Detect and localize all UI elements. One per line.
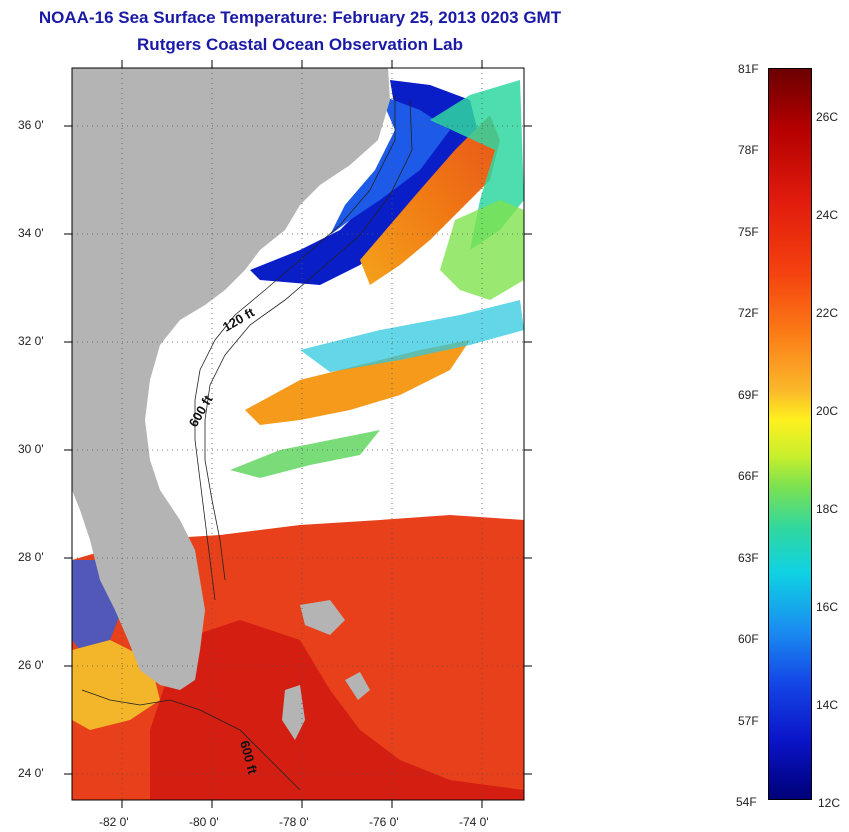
colorbar-c-label: 22C xyxy=(816,306,839,320)
lat-tick-label: 24 0' xyxy=(18,766,44,780)
colorbar-c-label: 24C xyxy=(816,208,839,222)
map-subtitle: Rutgers Coastal Ocean Observation Lab xyxy=(137,35,463,54)
warm-streak-mid xyxy=(245,340,470,425)
lat-tick-label: 34 0' xyxy=(18,226,44,240)
colorbar-c-label: 20C xyxy=(816,404,839,418)
green-patches-north xyxy=(440,200,524,300)
temperature-colorbar xyxy=(768,68,812,800)
gulf-stream-band-north xyxy=(360,115,500,285)
lat-tick-label: 36 0' xyxy=(18,118,44,132)
colorbar-c-label: 18C xyxy=(816,502,839,516)
colorbar-f-label: 60F xyxy=(738,632,759,646)
lon-tick-label: -76 0' xyxy=(369,815,399,829)
cold-water-north xyxy=(330,95,450,235)
colorbar-c-label: 14C xyxy=(816,698,839,712)
colorbar-f-label: 63F xyxy=(738,551,759,565)
lat-tick-label: 32 0' xyxy=(18,334,44,348)
lon-tick-label: -82 0' xyxy=(99,815,129,829)
lat-tick-label: 26 0' xyxy=(18,658,44,672)
colorbar-f-label: 75F xyxy=(738,225,759,239)
land-mass xyxy=(72,68,390,690)
colorbar-f-label: 69F xyxy=(738,388,759,402)
axis-ticks xyxy=(64,60,532,808)
cyan-patches-mid xyxy=(300,300,524,372)
colorbar-f-label: 54F xyxy=(736,795,757,809)
map-frame xyxy=(71,67,525,801)
lon-tick-label: -78 0' xyxy=(279,815,309,829)
lon-tick-label: -80 0' xyxy=(189,815,219,829)
map-title: NOAA-16 Sea Surface Temperature: Februar… xyxy=(38,8,562,27)
lat-tick-label: 28 0' xyxy=(18,550,44,564)
hot-water-florida-straits xyxy=(150,620,524,800)
cool-streak-mid xyxy=(230,430,380,478)
bahamas-island-south xyxy=(282,685,305,740)
colorbar-f-label: 57F xyxy=(738,714,759,728)
lat-tick-label: 30 0' xyxy=(18,442,44,456)
colorbar-f-label: 66F xyxy=(738,469,759,483)
colorbar-c-label: 12C xyxy=(818,796,841,810)
contour-120ft xyxy=(194,95,396,601)
colorbar-c-label: 26C xyxy=(816,110,839,124)
bahamas-island-east xyxy=(345,672,370,700)
graticule xyxy=(72,68,524,800)
contour-gulf xyxy=(81,689,301,791)
contour-600ft xyxy=(204,99,413,581)
bahamas-island xyxy=(300,600,345,635)
colorbar-c-label: 16C xyxy=(816,600,839,614)
colorbar-f-label: 81F xyxy=(738,62,759,76)
lon-tick-label: -74 0' xyxy=(459,815,489,829)
colorbar-f-label: 78F xyxy=(738,143,759,157)
colorbar-f-label: 72F xyxy=(738,306,759,320)
